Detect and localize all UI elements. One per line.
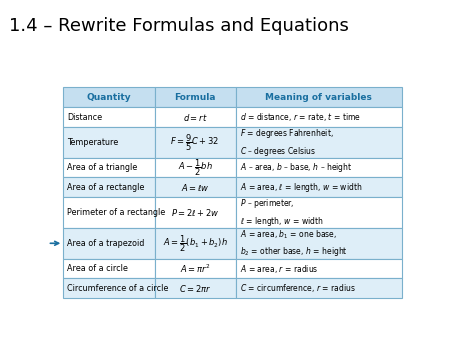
Bar	[63, 279, 154, 298]
Text: Area of a rectangle: Area of a rectangle	[68, 183, 145, 192]
Text: $A = \dfrac{1}{2}(b_1 + b_2)h$: $A = \dfrac{1}{2}(b_1 + b_2)h$	[162, 233, 228, 254]
Text: $F$ = degrees Fahrenheit,
$C$ – degrees Celsius: $F$ = degrees Fahrenheit, $C$ – degrees …	[240, 127, 333, 158]
Bar	[63, 158, 154, 177]
Text: $A$ = area, $r$ = radius: $A$ = area, $r$ = radius	[240, 263, 319, 274]
Bar	[154, 228, 236, 259]
Text: Distance: Distance	[68, 113, 103, 122]
Text: Formula: Formula	[175, 93, 216, 102]
Text: $A = \pi r^2$: $A = \pi r^2$	[180, 262, 211, 275]
Text: $F = \dfrac{9}{5}C + 32$: $F = \dfrac{9}{5}C + 32$	[171, 132, 220, 153]
Text: Area of a circle: Area of a circle	[68, 264, 128, 273]
Text: $A = \ell w$: $A = \ell w$	[181, 182, 210, 193]
Bar	[236, 107, 401, 127]
Bar	[236, 177, 401, 197]
Bar	[154, 88, 236, 107]
Bar	[236, 158, 401, 177]
Text: $A$ – area, $b$ – base, $h$ – height: $A$ – area, $b$ – base, $h$ – height	[240, 161, 352, 174]
Text: $P$ – perimeter,
$\ell$ = length, $w$ = width: $P$ – perimeter, $\ell$ = length, $w$ = …	[240, 197, 324, 228]
Bar	[63, 88, 154, 107]
Text: Meaning of variables: Meaning of variables	[265, 93, 372, 102]
Bar	[236, 197, 401, 228]
Bar	[154, 197, 236, 228]
Bar	[63, 177, 154, 197]
Bar	[236, 127, 401, 158]
Bar	[63, 228, 154, 259]
Bar	[154, 279, 236, 298]
Bar	[154, 107, 236, 127]
Text: Temperature: Temperature	[68, 138, 119, 147]
Text: Perimeter of a rectangle: Perimeter of a rectangle	[68, 208, 166, 217]
Bar	[236, 88, 401, 107]
Text: Circumference of a circle: Circumference of a circle	[68, 284, 169, 293]
Text: $A$ = area, $b_1$ = one base,
$b_2$ = other base, $h$ = height: $A$ = area, $b_1$ = one base, $b_2$ = ot…	[240, 228, 348, 258]
Text: $d$ = distance, $r$ = rate, $t$ = time: $d$ = distance, $r$ = rate, $t$ = time	[240, 111, 361, 123]
Text: $C = 2\pi r$: $C = 2\pi r$	[179, 283, 212, 294]
Bar	[63, 127, 154, 158]
Bar	[154, 127, 236, 158]
Text: $C$ = circumference, $r$ = radius: $C$ = circumference, $r$ = radius	[240, 282, 356, 294]
Text: Area of a trapezoid: Area of a trapezoid	[68, 239, 145, 248]
Bar	[63, 197, 154, 228]
Text: 1.4 – Rewrite Formulas and Equations: 1.4 – Rewrite Formulas and Equations	[9, 17, 349, 35]
Bar	[236, 228, 401, 259]
Bar	[154, 158, 236, 177]
Text: $P = 2\ell + 2w$: $P = 2\ell + 2w$	[171, 207, 220, 218]
Text: $A$ = area, $\ell$ = length, $w$ = width: $A$ = area, $\ell$ = length, $w$ = width	[240, 181, 362, 194]
Bar	[63, 107, 154, 127]
Bar	[154, 259, 236, 279]
Bar	[236, 279, 401, 298]
Bar	[63, 259, 154, 279]
Text: $A - \dfrac{1}{2}bh$: $A - \dfrac{1}{2}bh$	[178, 157, 212, 178]
Text: $d = rt$: $d = rt$	[183, 112, 207, 123]
Bar	[154, 177, 236, 197]
Bar	[236, 259, 401, 279]
Text: Quantity: Quantity	[86, 93, 131, 102]
Text: Area of a triangle: Area of a triangle	[68, 163, 138, 172]
